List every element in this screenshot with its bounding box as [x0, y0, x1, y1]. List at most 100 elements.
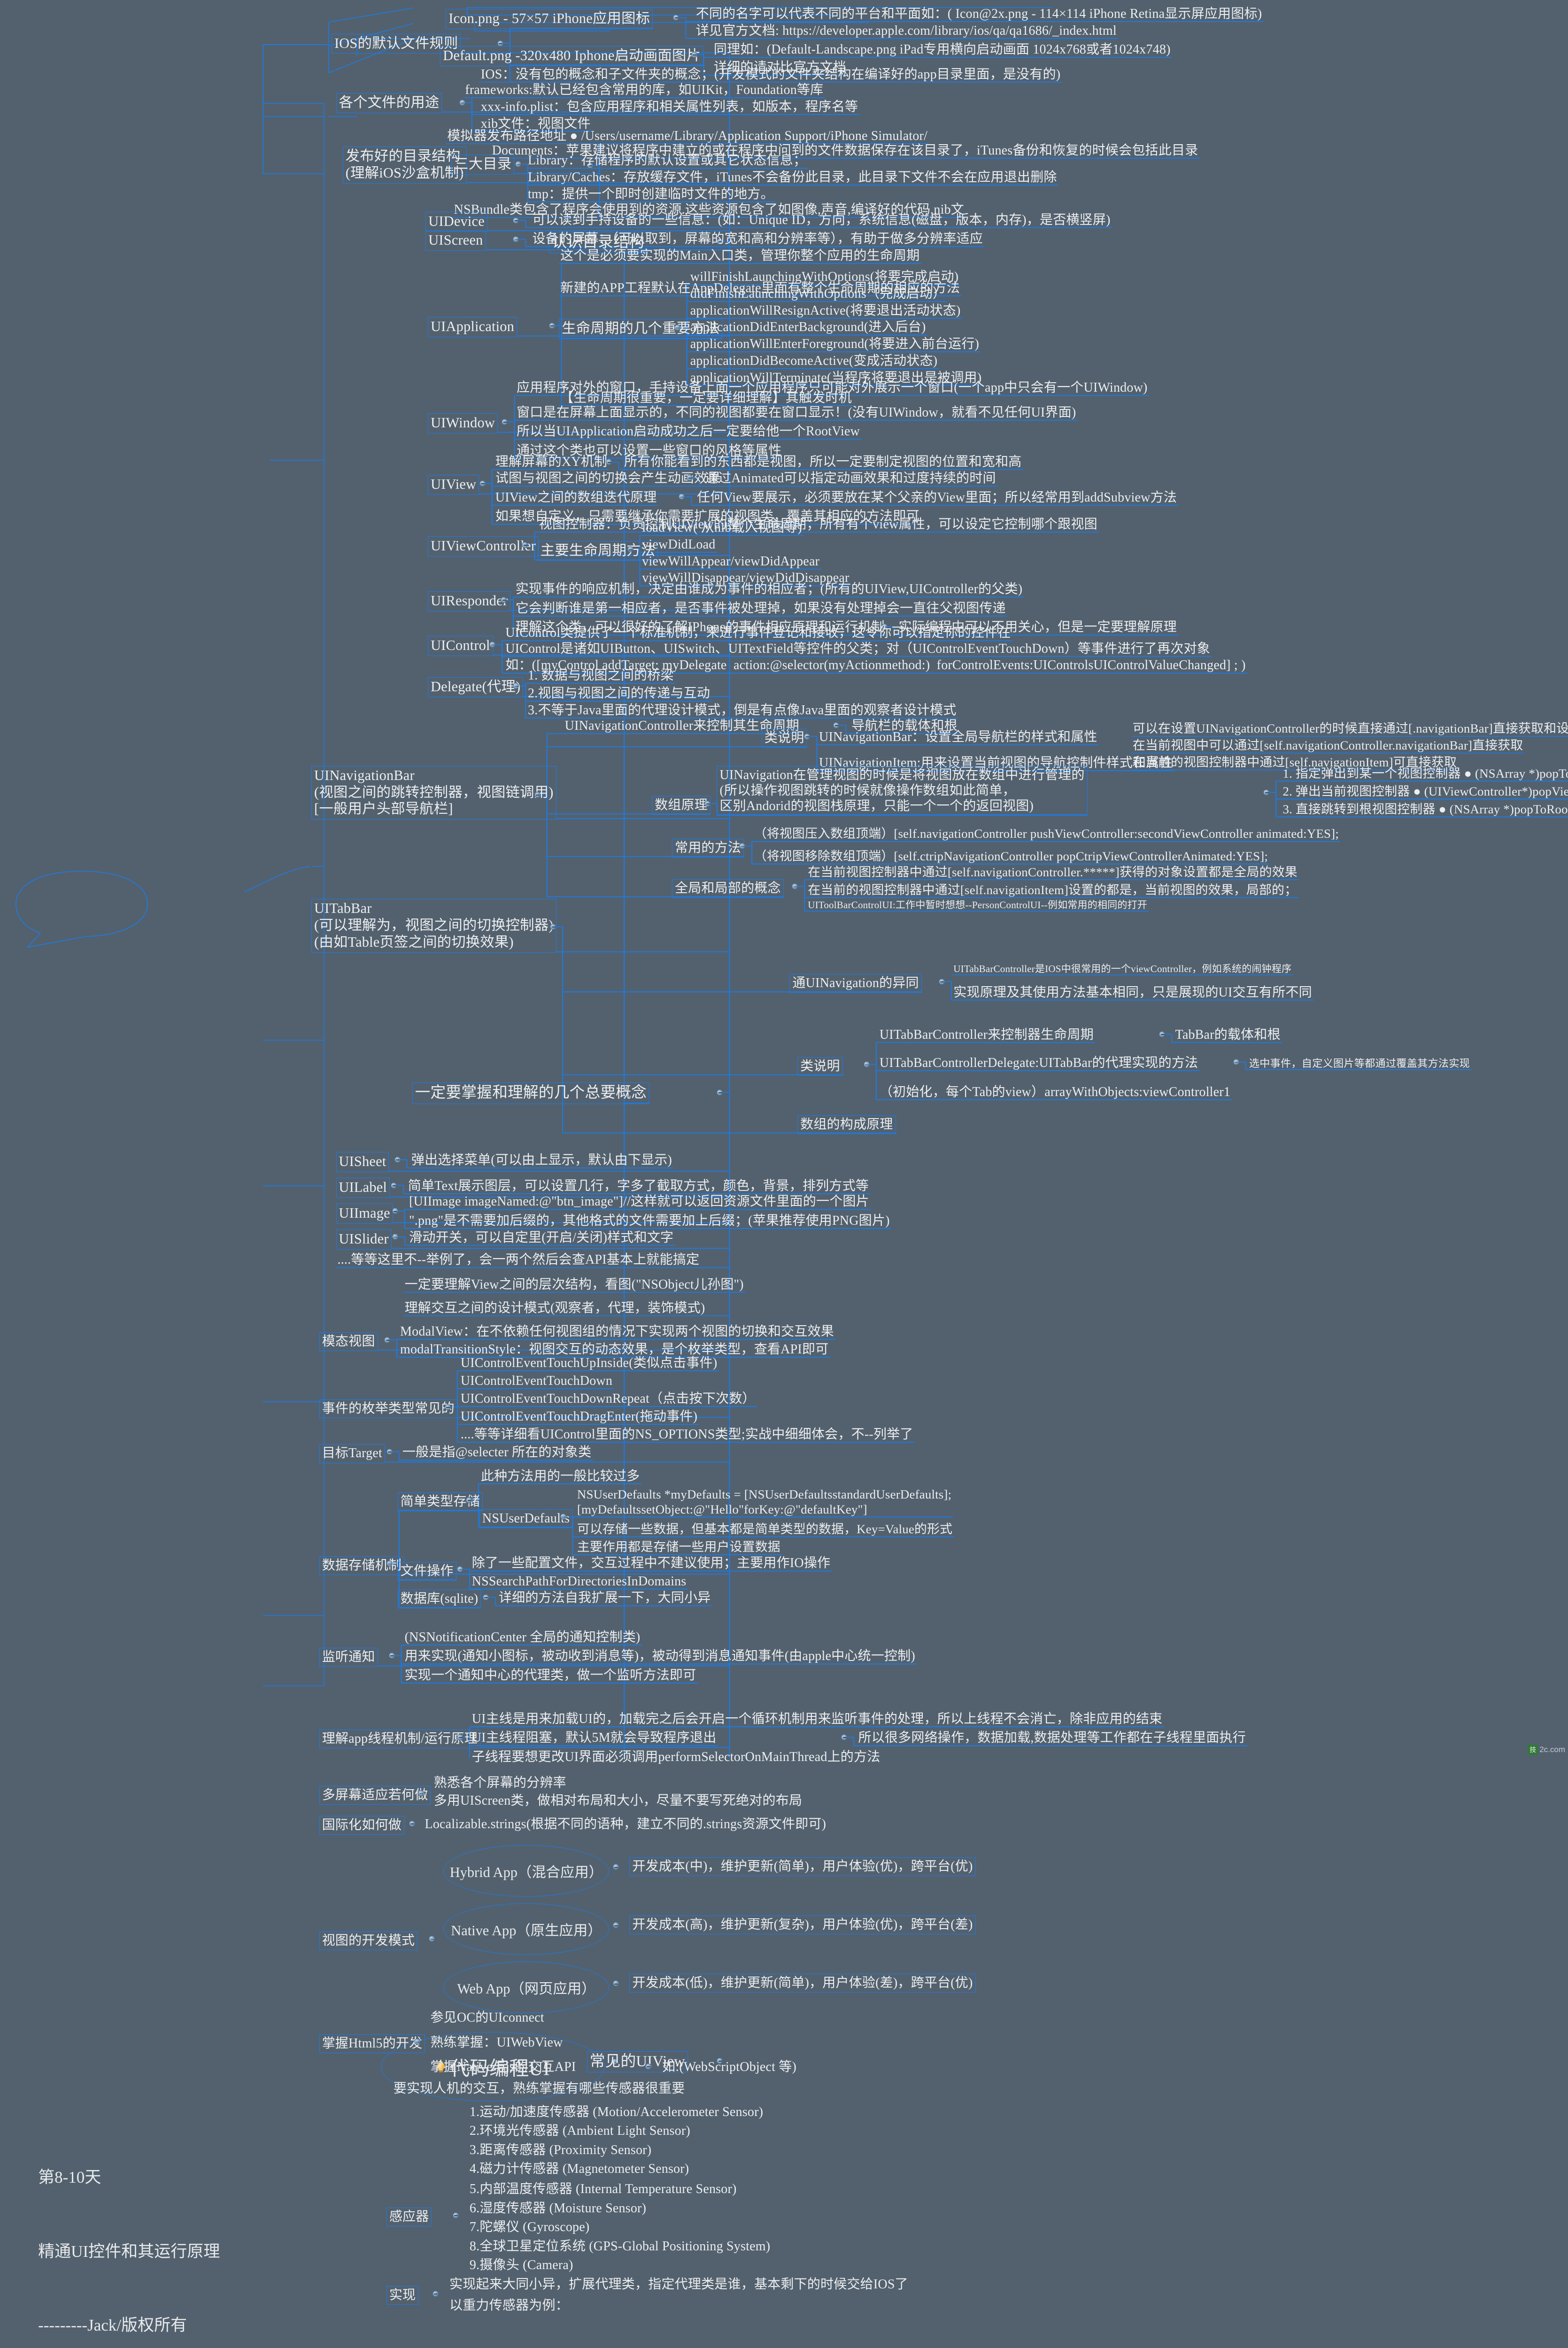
collapse-toggle-uidevice[interactable] — [513, 217, 519, 224]
collapse-toggle-array-note[interactable] — [1263, 789, 1270, 796]
node-uicontrol[interactable]: UIControl — [428, 636, 493, 656]
collapse-toggle-uinav-lc[interactable] — [833, 722, 840, 728]
node-three-dirs[interactable]: 三大目录 — [451, 154, 515, 175]
node-uisheet[interactable]: UISheet — [336, 1152, 389, 1173]
node-published-dir-structure[interactable]: 发布好的目录结构 (理解iOS沙盒机制) — [342, 147, 467, 184]
node-uiviewcontroller[interactable]: UIViewController — [428, 536, 539, 556]
collapse-toggle-tabbar-class-0[interactable] — [1159, 1031, 1166, 1037]
node-uilabel[interactable]: UILabel — [336, 1178, 390, 1198]
node-sensor-impl[interactable]: 实现 — [386, 2286, 419, 2305]
collapse-toggle-uinav-class[interactable] — [804, 733, 811, 740]
collapse-toggle-uisheet[interactable] — [394, 1156, 401, 1163]
collapse-toggle-uiresponder-2[interactable] — [881, 623, 888, 630]
collapse-toggle-hybrid[interactable] — [612, 1864, 619, 1870]
collapse-toggle-published-dir[interactable] — [587, 162, 593, 169]
collapse-toggle-target[interactable] — [386, 1448, 393, 1455]
collapse-toggle-native[interactable] — [612, 1922, 619, 1929]
collapse-toggle-uiview-0[interactable] — [606, 459, 612, 465]
collapse-toggle-nsuserdefaults[interactable] — [560, 1514, 566, 1520]
collapse-toggle-sensor-list[interactable] — [452, 2212, 459, 2218]
node-common-methods[interactable]: 常用的方法 — [672, 838, 744, 857]
collapse-toggle-delegate[interactable] — [513, 683, 519, 689]
collapse-toggle-dev-modes[interactable] — [429, 1936, 435, 1942]
collapse-toggle-uiapplication[interactable] — [548, 322, 555, 329]
node-array-principle[interactable]: 数组原理 — [652, 796, 711, 815]
node-dev-modes[interactable]: 视图的开发模式 — [319, 1931, 418, 1950]
collapse-toggle-uiview-2[interactable] — [679, 494, 685, 500]
collapse-toggle-html5-2[interactable] — [645, 2063, 651, 2070]
collapse-toggle-file-ops[interactable] — [457, 1566, 463, 1573]
node-sqlite[interactable]: 数据库(sqlite) — [397, 1590, 481, 1609]
collapse-toggle-uiresponder[interactable] — [501, 596, 507, 603]
node-uiimage[interactable]: UIImage — [336, 1203, 393, 1224]
branch-label-core-concepts[interactable]: 一定要掌握和理解的几个总要概念 — [412, 1082, 649, 1104]
collapse-toggle-uiview-1[interactable] — [687, 474, 693, 481]
node-modal-view[interactable]: 模态视图 — [319, 1332, 378, 1352]
node-event-enum-types[interactable]: 事件的枚举类型常见的 — [319, 1399, 457, 1419]
collapse-toggle-tabbar-vs-nav[interactable] — [938, 978, 945, 985]
node-uinav-class-desc[interactable]: 类说明 — [761, 729, 807, 748]
collapse-toggle-lifecycle[interactable] — [674, 324, 680, 331]
collapse-toggle-simple-storage[interactable] — [466, 1497, 472, 1503]
collapse-toggle-webapp[interactable] — [612, 1980, 619, 1987]
collapse-toggle-uiview[interactable] — [479, 480, 486, 487]
node-uiresponder[interactable]: UIResponder — [428, 591, 511, 611]
collapse-toggle-tabbar-class[interactable] — [863, 1061, 870, 1068]
node-native-app[interactable]: Native App（原生应用） — [443, 1903, 610, 1955]
node-file-usages[interactable]: 各个文件的用途 — [336, 93, 442, 113]
collapse-toggle-threading-1[interactable] — [841, 1734, 848, 1740]
collapse-toggle-uicontrol[interactable] — [489, 641, 496, 648]
collapse-toggle-event-enum[interactable] — [444, 1404, 451, 1410]
collapse-toggle-uivc[interactable] — [522, 541, 528, 548]
node-uidevice[interactable]: UIDevice — [425, 211, 487, 232]
collapse-toggle-data-storage[interactable] — [386, 1560, 393, 1567]
collapse-toggle-sensor-impl[interactable] — [432, 2290, 439, 2297]
collapse-toggle-uislider[interactable] — [392, 1234, 398, 1240]
collapse-toggle-three-dirs[interactable] — [515, 161, 522, 168]
node-app-threading[interactable]: 理解app线程机制/运行原理 — [319, 1730, 480, 1749]
node-tabbar-vs-nav[interactable]: 通UINavigation的异同 — [789, 974, 922, 993]
node-web-app[interactable]: Web App（网页应用） — [443, 1961, 610, 2013]
node-icon-png[interactable]: Icon.png - 57×57 iPhone应用图标 — [446, 9, 653, 29]
node-multi-screen[interactable]: 多屏幕适应若何做 — [319, 1785, 431, 1805]
node-i18n[interactable]: 国际化如何做 — [319, 1815, 405, 1835]
node-sensor-list[interactable]: 感应器 — [386, 2208, 432, 2227]
node-nsuserdefaults[interactable]: NSUserDefaults — [479, 1509, 573, 1528]
node-hybrid-app[interactable]: Hybrid App（混合应用） — [443, 1845, 610, 1897]
node-global-local[interactable]: 全局和局部的概念 — [672, 879, 784, 898]
node-delegate[interactable]: Delegate(代理) — [428, 677, 524, 698]
node-tabbar-class-desc[interactable]: 类说明 — [797, 1057, 843, 1076]
collapse-toggle-b0[interactable] — [717, 238, 723, 245]
node-uiview[interactable]: UIView — [428, 474, 479, 495]
collapse-toggle-multi-screen[interactable] — [417, 1790, 424, 1797]
collapse-toggle-uilabel[interactable] — [391, 1182, 397, 1189]
node-html5-dev[interactable]: 掌握Html5的开发 — [319, 2034, 425, 2053]
node-lifecycle-methods[interactable]: 生命周期的几个重要方法 — [559, 319, 723, 340]
collapse-toggle-uiwindow[interactable] — [502, 418, 508, 425]
node-default-png[interactable]: Default.png -320x480 Iphone启动画面图片 — [440, 46, 704, 66]
collapse-toggle-app-threading[interactable] — [457, 1734, 463, 1740]
node-uislider[interactable]: UISlider — [336, 1229, 392, 1250]
node-uivc-lifecycle[interactable]: 主要生命周期方法 — [537, 541, 658, 561]
node-uiwindow[interactable]: UIWindow — [428, 413, 498, 433]
collapse-toggle-array-principle[interactable] — [704, 800, 711, 807]
node-uitabbar[interactable]: UITabBar (可以理解为，视图之间的切换控制器) (由如Table页签之间… — [311, 899, 556, 953]
node-target[interactable]: 目标Target — [319, 1444, 385, 1463]
collapse-toggle-global-local[interactable] — [792, 883, 798, 890]
branch-label-directory-structure[interactable]: 认识目录结构 — [548, 232, 647, 254]
node-notifications[interactable]: 监听通知 — [319, 1648, 378, 1667]
collapse-toggle-file-usages[interactable] — [459, 100, 465, 106]
collapse-toggle-uinavbar[interactable] — [534, 791, 541, 798]
node-ios-default-file-rules[interactable]: IOS的默认文件规则 — [331, 33, 461, 54]
collapse-toggle-tabbar-class-1[interactable] — [1233, 1059, 1239, 1066]
node-uiapplication[interactable]: UIApplication — [428, 317, 518, 337]
node-simple-storage[interactable]: 简单类型存储 — [397, 1492, 483, 1512]
node-uinavigationbar[interactable]: UINavigationBar (视图之间的跳转控制器，视图链调用) [一般用户… — [311, 765, 556, 820]
collapse-toggle-uiimage[interactable] — [392, 1208, 398, 1214]
collapse-toggle-i18n[interactable] — [409, 1820, 415, 1827]
collapse-toggle-modal-view[interactable] — [384, 1336, 391, 1343]
node-file-operations[interactable]: 文件操作 — [397, 1561, 456, 1581]
collapse-toggle-uiscreen[interactable] — [513, 236, 519, 243]
node-uiscreen[interactable]: UIScreen — [425, 231, 486, 251]
collapse-toggle-uivc-lifecycle[interactable] — [627, 546, 633, 553]
